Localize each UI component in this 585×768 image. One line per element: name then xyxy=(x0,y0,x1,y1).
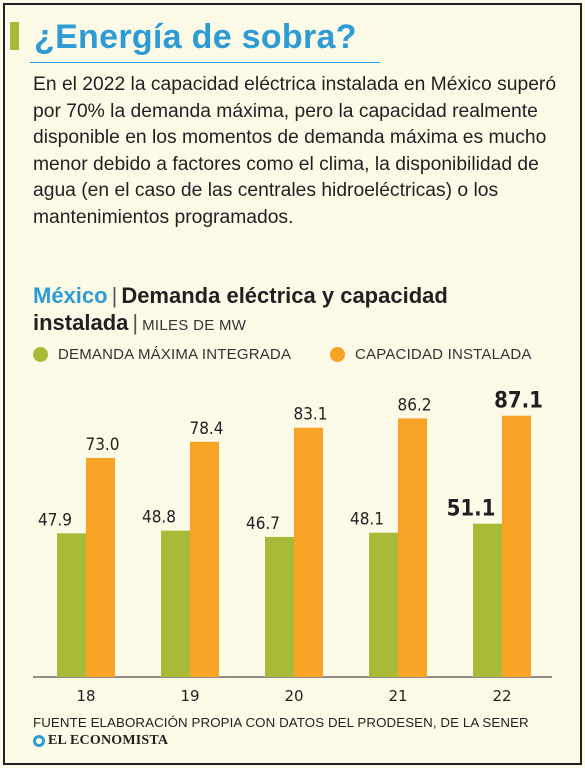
data-label-demanda-20: 46.7 xyxy=(246,514,280,534)
bar-capacidad-20 xyxy=(294,427,323,677)
bar-capacidad-19 xyxy=(190,441,219,677)
brand-name: EL ECONOMISTA xyxy=(48,733,169,748)
x-tick-label-19: 19 xyxy=(180,687,199,705)
brand: EL ECONOMISTA xyxy=(33,733,168,749)
x-tick-label-20: 20 xyxy=(284,687,303,705)
chart-title: Demanda eléctrica y capacidad instalada xyxy=(33,283,448,335)
unit-separator: | xyxy=(132,310,139,335)
source-note: FUENTE ELABORACIÓN PROPIA CON DATOS DEL … xyxy=(33,715,529,730)
data-label-demanda-21: 48.1 xyxy=(350,510,384,530)
legend-swatch-demanda xyxy=(33,347,48,362)
title-underline xyxy=(30,62,380,63)
bar-capacidad-22 xyxy=(502,415,531,677)
infographic-frame xyxy=(3,3,582,765)
legend-swatch-capacidad xyxy=(330,347,345,362)
chart-geo-label: México xyxy=(33,283,108,308)
data-label-capacidad-19: 78.4 xyxy=(189,419,223,439)
bar-demanda-19 xyxy=(161,530,190,677)
bar-demanda-20 xyxy=(265,536,294,677)
legend-item-capacidad: CAPACIDAD INSTALADA xyxy=(330,346,532,363)
chart-heading: México | Demanda eléctrica y capacidad ins… xyxy=(33,282,558,339)
intro-paragraph: En el 2022 la capacidad eléctrica instal… xyxy=(33,74,557,228)
data-label-demanda-19: 48.8 xyxy=(142,508,176,528)
x-tick-label-21: 21 xyxy=(388,687,407,705)
bar-capacidad-21 xyxy=(398,418,427,677)
brand-logo-icon xyxy=(33,735,45,747)
data-label-demanda-18: 47.9 xyxy=(38,510,72,530)
chart-unit: MILES DE MW xyxy=(142,317,247,334)
title-accent-bar xyxy=(10,22,19,50)
legend-item-demanda: DEMANDA MÁXIMA INTEGRADA xyxy=(33,346,291,363)
data-label-capacidad-18: 73.0 xyxy=(85,435,119,455)
bar-capacidad-18 xyxy=(86,458,115,677)
bar-demanda-22 xyxy=(473,523,502,677)
heading-separator: | xyxy=(111,283,118,308)
bar-demanda-21 xyxy=(369,532,398,677)
legend-label-capacidad: CAPACIDAD INSTALADA xyxy=(355,346,532,363)
x-tick-label-22: 22 xyxy=(492,687,511,705)
data-label-capacidad-20: 83.1 xyxy=(293,405,327,425)
data-label-capacidad-22: 87.1 xyxy=(494,389,543,414)
legend-label-demanda: DEMANDA MÁXIMA INTEGRADA xyxy=(58,346,292,363)
data-label-demanda-22: 51.1 xyxy=(447,497,496,522)
page-title: ¿Energía de sobra? xyxy=(34,18,357,56)
chart-legend: DEMANDA MÁXIMA INTEGRADA CAPACIDAD INSTA… xyxy=(33,346,563,368)
x-tick-label-18: 18 xyxy=(76,687,95,705)
bar-demanda-18 xyxy=(57,533,86,677)
data-label-capacidad-21: 86.2 xyxy=(397,395,431,415)
